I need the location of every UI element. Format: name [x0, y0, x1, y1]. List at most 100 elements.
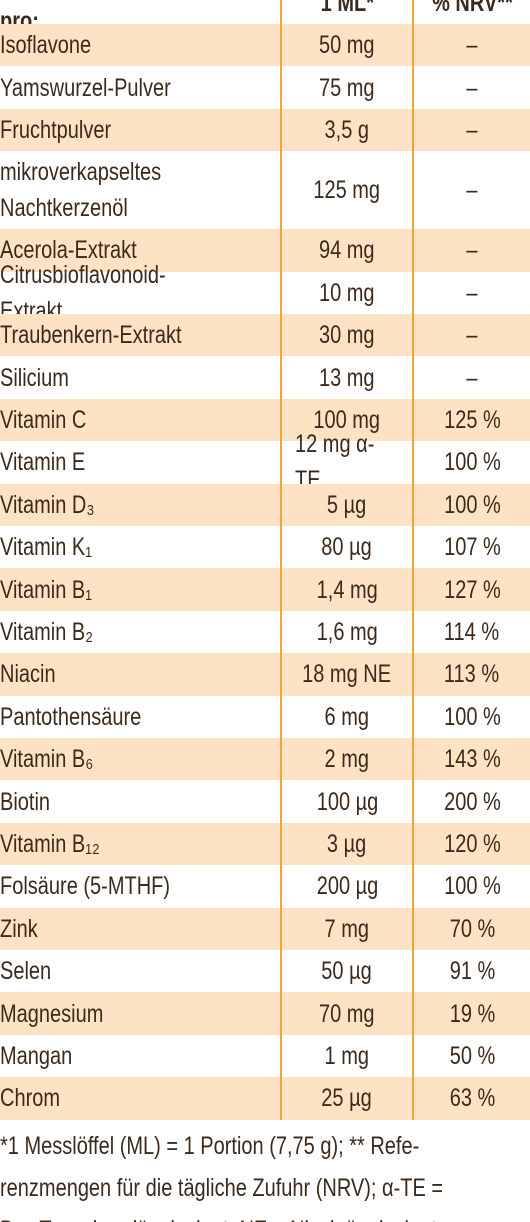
cell: 70 mg — [282, 992, 412, 1034]
cell: – — [414, 66, 530, 108]
cell: 143 % — [414, 738, 530, 780]
cell-text: 107 % — [443, 533, 501, 562]
cell: Vitamin E — [0, 441, 280, 483]
cell-text: 113 % — [444, 660, 500, 689]
cell: Yamswurzel-Pulver — [0, 66, 280, 108]
cell-text: Folsäure (5-MTHF) — [0, 872, 171, 901]
cell-text: – — [466, 31, 478, 60]
cell: Folsäure (5-MTHF) — [0, 865, 280, 907]
cell: – — [414, 151, 530, 229]
footnote-line: renzmengen für die tägliche Zufuhr (NRV)… — [0, 1174, 530, 1203]
cell: 30 mg — [282, 314, 412, 356]
table-row: Acerola-Extrakt 94 mg – — [0, 229, 530, 272]
cell-text: – — [466, 278, 478, 307]
cell-text: 91 % — [449, 957, 495, 986]
cell-text: 3 µg — [327, 829, 367, 858]
table-row: Fruchtpulver 3,5 g – — [0, 108, 530, 152]
cell: 18 mg NE — [282, 653, 412, 695]
cell-text: – — [466, 363, 478, 392]
cell-text: Vitamin B₆ — [0, 745, 94, 774]
table-row: Biotin 100 µg 200 % — [0, 780, 530, 823]
cell-text: 120 % — [443, 829, 501, 858]
cell-text: 100 % — [443, 448, 501, 477]
table-row: Vitamin C 100 mg 125 % — [0, 398, 530, 442]
header-row: Durchschnittswerte pro: 1 ML* % NRV** — [0, 0, 530, 35]
cell: – — [414, 229, 530, 271]
cell-text: 127 % — [443, 575, 501, 604]
cell: 2 mg — [282, 738, 412, 780]
cell: 25 µg — [282, 1077, 412, 1119]
table-row: Niacin 18 mg NE 113 % — [0, 653, 530, 696]
footnote-text: D-α-Tocopheroläquivalent; NE = Niacinäqu… — [0, 1216, 437, 1222]
cell-text: 6 mg — [324, 702, 370, 731]
cell-text: Yamswurzel-Pulver — [0, 73, 171, 102]
cell: 3,5 g — [282, 109, 412, 151]
cell-text: Vitamin C — [0, 405, 87, 434]
cell-text: 5 µg — [327, 490, 367, 519]
cell: 125 mg — [282, 151, 412, 229]
cell: Mangan — [0, 1035, 280, 1077]
table-row: Silicium 13 mg – — [0, 356, 530, 399]
cell-text: 1,6 mg — [316, 617, 378, 646]
cell-text: 30 mg — [319, 321, 375, 350]
cell-text: 100 mg — [313, 405, 381, 434]
cell: Vitamin C — [0, 399, 280, 441]
cell-text: 80 µg — [321, 533, 373, 562]
table-row: Zink 7 mg 70 % — [0, 907, 530, 950]
cell-text: 25 µg — [321, 1084, 373, 1113]
cell: 91 % — [414, 950, 530, 992]
cell-text: 100 % — [443, 702, 501, 731]
cell: Silicium — [0, 356, 280, 398]
cell-text: % NRV** — [431, 0, 513, 17]
cell: 107 % — [414, 526, 530, 568]
cell-text: Pantothensäure — [0, 702, 142, 731]
cell: – — [414, 109, 530, 151]
cell-text: 13 mg — [319, 363, 375, 392]
table-row: mikroverkapseltes Nachtkerzenöl 125 mg – — [0, 151, 530, 230]
cell: Durchschnittswerte pro: — [0, 0, 280, 35]
cell-text: – — [466, 73, 478, 102]
cell-text: Silicium — [0, 363, 69, 392]
cell: mikroverkapseltes Nachtkerzenöl — [0, 151, 280, 229]
table-row: Chrom 25 µg 63 % — [0, 1077, 530, 1120]
table-row: Pantothensäure 6 mg 100 % — [0, 695, 530, 738]
footnote-line: *1 Messlöffel (ML) = 1 Portion (7,75 g);… — [0, 1132, 530, 1161]
cell-text: 70 % — [449, 914, 495, 943]
cell-text: 100 µg — [316, 787, 378, 816]
cell: Niacin — [0, 653, 280, 695]
cell: 50 % — [414, 1035, 530, 1077]
cell-text: 143 % — [443, 745, 501, 774]
table-row: Vitamin K₁ 80 µg 107 % — [0, 526, 530, 569]
cell: 1 mg — [282, 1035, 412, 1077]
cell-text: – — [466, 176, 478, 205]
cell-text: Selen — [0, 957, 52, 986]
cell-text: 1,4 mg — [316, 575, 378, 604]
cell: 1,4 mg — [282, 568, 412, 610]
cell-text: 18 mg NE — [302, 660, 392, 689]
cell-text: 50 % — [449, 1041, 495, 1070]
column-divider — [412, 0, 414, 1120]
cell-text: 50 µg — [321, 957, 373, 986]
cell: 1,6 mg — [282, 611, 412, 653]
cell: Selen — [0, 950, 280, 992]
cell-text: 19 % — [449, 999, 495, 1028]
cell: Isoflavone — [0, 24, 280, 66]
cell: 5 µg — [282, 484, 412, 526]
cell: 6 mg — [282, 696, 412, 738]
cell-text: 12 mg α-TE — [295, 430, 375, 495]
cell: 100 % — [414, 484, 530, 526]
cell-text: 94 mg — [319, 236, 375, 265]
cell: Citrusbioflavonoid-Extrakt — [0, 261, 280, 325]
table-row: Vitamin B₁ 1,4 mg 127 % — [0, 568, 530, 611]
cell: 94 mg — [282, 229, 412, 271]
cell: Vitamin B₁ — [0, 568, 280, 610]
cell: 100 mg — [282, 399, 412, 441]
cell-text: 2 mg — [324, 745, 370, 774]
cell-text: 114 % — [444, 617, 500, 646]
cell: 63 % — [414, 1077, 530, 1119]
table-row: Selen 50 µg 91 % — [0, 950, 530, 993]
footnote-text: *1 Messlöffel (ML) = 1 Portion (7,75 g);… — [0, 1131, 420, 1160]
cell-text: 100 % — [443, 872, 501, 901]
cell-text: Zink — [0, 914, 38, 943]
